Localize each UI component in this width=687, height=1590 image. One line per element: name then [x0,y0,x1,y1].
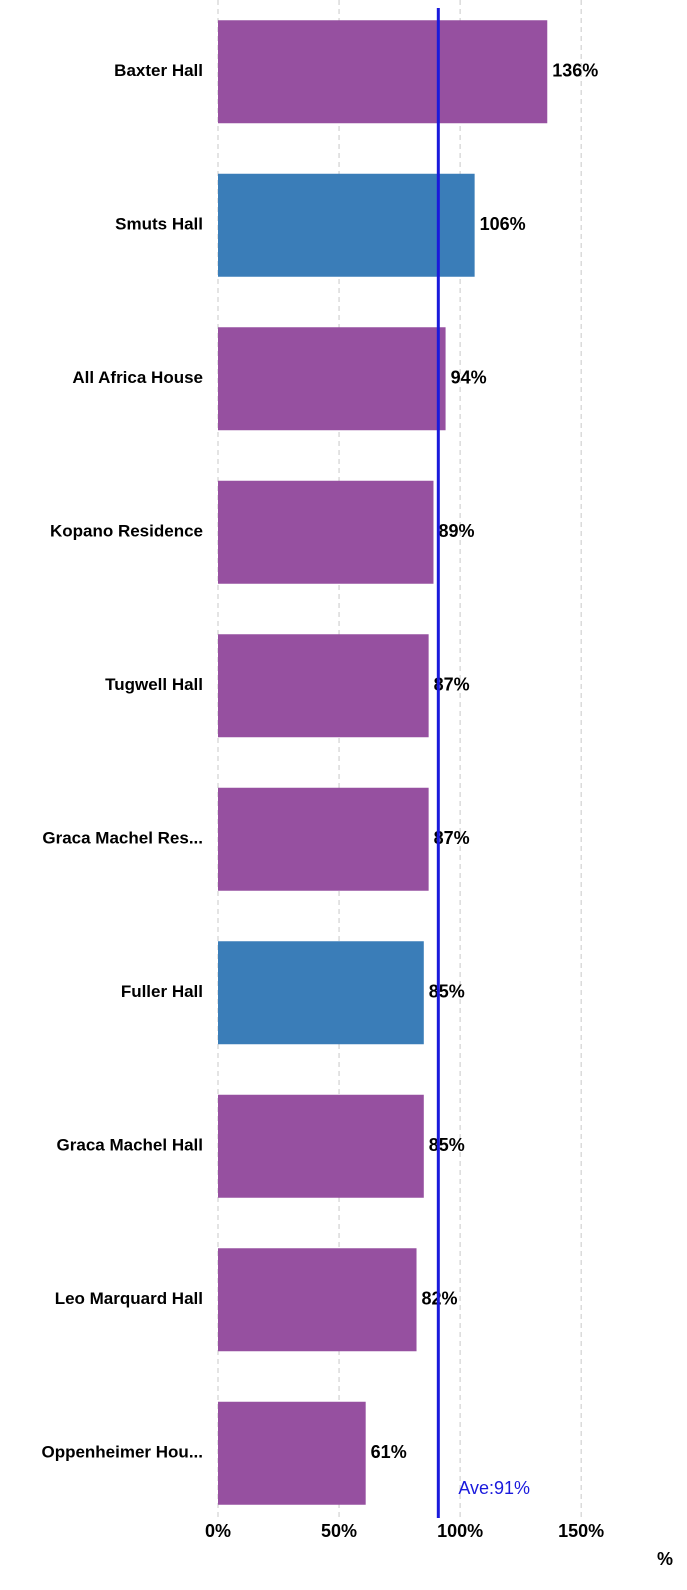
value-label: 85% [429,1135,465,1155]
bar [218,634,429,738]
bar [218,1094,424,1198]
bar [218,20,548,124]
value-label: 87% [434,675,470,695]
bar [218,327,446,431]
value-label: 106% [480,214,526,234]
value-label: 136% [552,61,598,81]
value-label: 87% [434,828,470,848]
x-tick-label: 50% [321,1521,357,1541]
x-tick-label: 150% [558,1521,604,1541]
y-tick-label: Baxter Hall [114,61,203,80]
bar [218,1401,366,1505]
y-tick-label: Smuts Hall [115,215,203,234]
y-tick-label: Fuller Hall [121,982,203,1001]
x-tick-label: 0% [205,1521,231,1541]
y-tick-label: Leo Marquard Hall [55,1289,203,1308]
value-label: 89% [438,521,474,541]
bar [218,1248,417,1352]
y-tick-label: Tugwell Hall [105,675,203,694]
y-tick-label: Kopano Residence [50,522,203,541]
value-label: 61% [371,1442,407,1462]
x-tick-label: 100% [437,1521,483,1541]
value-label: 85% [429,982,465,1002]
y-tick-label: Graca Machel Hall [57,1136,203,1155]
y-tick-label: Oppenheimer Hou... [41,1443,203,1462]
y-tick-label: All Africa House [72,368,203,387]
bar [218,941,424,1045]
bar [218,787,429,891]
x-axis-label: % [657,1549,673,1569]
bar [218,480,434,584]
value-label: 94% [451,368,487,388]
bar [218,173,475,277]
average-label: Ave:91% [458,1478,530,1498]
y-tick-label: Graca Machel Res... [42,829,203,848]
